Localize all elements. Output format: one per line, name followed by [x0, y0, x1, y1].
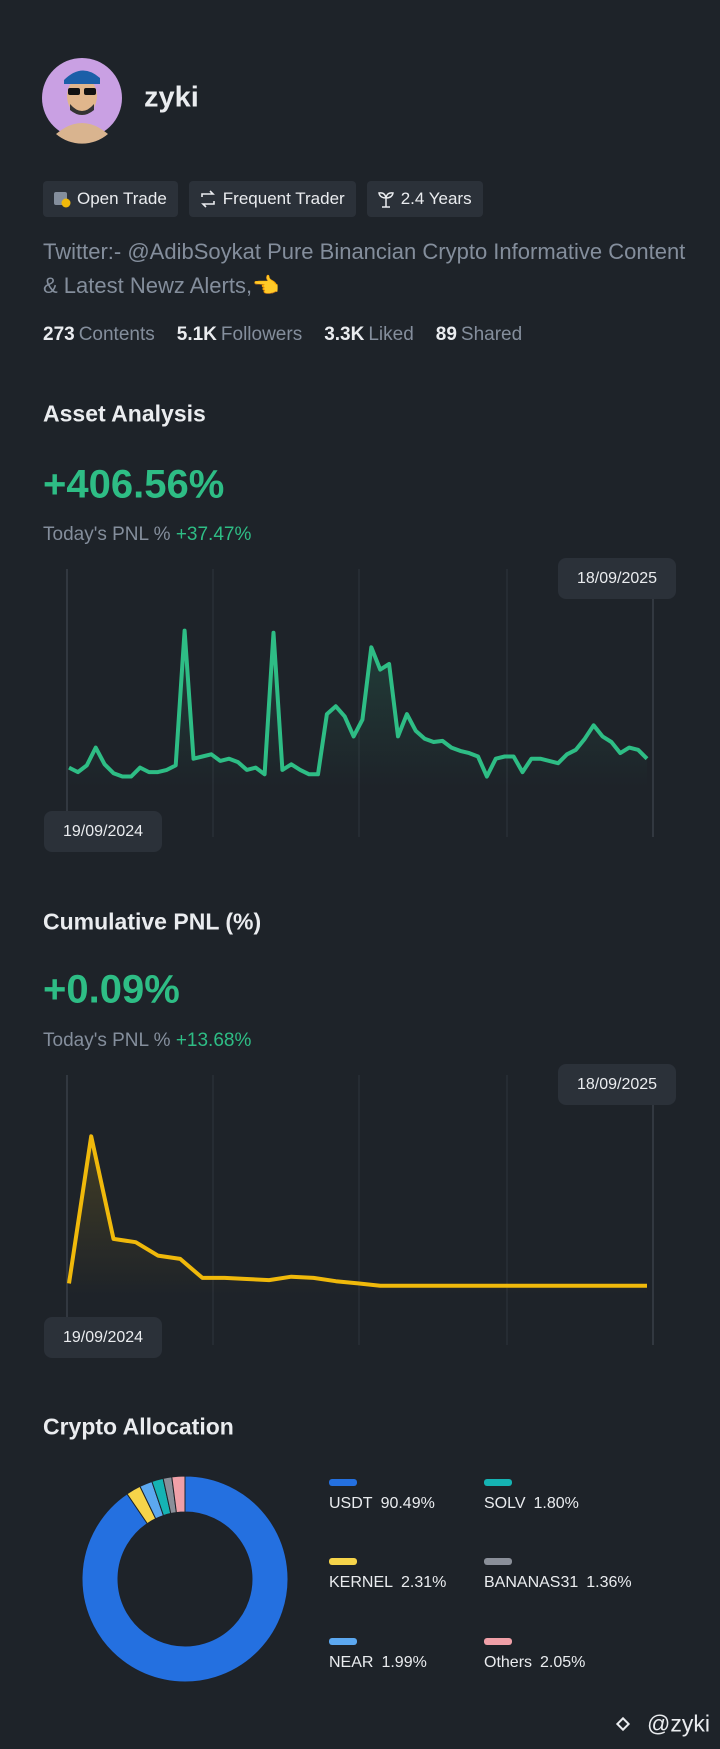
stat-label: Contents — [78, 324, 155, 345]
badge-text: Open Trade — [77, 189, 167, 208]
section-title: Crypto Allocation — [43, 1413, 234, 1440]
legend-name: USDT — [329, 1495, 373, 1512]
user-name: zyki — [144, 81, 199, 114]
today-label: Today's PNL % — [43, 1030, 171, 1051]
legend-entry: BANANAS31 1.36% — [484, 1574, 632, 1592]
line — [68, 628, 649, 779]
badge-text: 2.4 Years — [400, 189, 472, 208]
watermark-logo — [615, 1716, 631, 1732]
start-date: 19/09/2024 — [44, 1317, 162, 1358]
line — [67, 1134, 647, 1288]
legend-swatch — [484, 1638, 512, 1645]
stat-value: 273 — [43, 324, 75, 345]
stat-label: Followers — [220, 324, 303, 345]
legend-entry: SOLV 1.80% — [484, 1495, 579, 1513]
legend-entry: USDT 90.49% — [329, 1495, 435, 1513]
badge-icon — [200, 190, 215, 208]
legend-value: 2.05% — [540, 1654, 586, 1671]
line-area — [69, 1136, 647, 1295]
badge-text: Frequent Trader — [222, 189, 345, 208]
legend-entry: KERNEL 2.31% — [329, 1574, 446, 1592]
legend-swatch — [484, 1479, 512, 1486]
pnl-value: +0.09% — [43, 967, 180, 1012]
stat: 89 Shared — [436, 324, 522, 346]
stat: 5.1K Followers — [177, 324, 302, 346]
avatar — [42, 58, 122, 144]
legend-value: 2.31% — [401, 1574, 447, 1591]
stat-label: Shared — [460, 324, 523, 345]
today-pnl: Today's PNL % +37.47% — [43, 524, 251, 546]
chart-grid — [66, 1075, 654, 1345]
watermark: @zyki — [647, 1710, 710, 1737]
stat: 273 Contents — [43, 324, 155, 346]
legend-entry: NEAR 1.99% — [329, 1654, 427, 1672]
stat-value: 3.3K — [324, 324, 365, 345]
today-value: +37.47% — [175, 524, 252, 545]
end-date: 18/09/2025 — [558, 1064, 676, 1105]
legend-name: SOLV — [484, 1495, 526, 1512]
legend-swatch — [484, 1558, 512, 1565]
legend-name: NEAR — [329, 1654, 374, 1671]
legend-swatch — [329, 1638, 357, 1645]
end-date: 18/09/2025 — [558, 558, 676, 599]
legend-name: KERNEL — [329, 1574, 394, 1591]
today-value: +13.68% — [175, 1030, 252, 1051]
legend-swatch — [329, 1479, 357, 1486]
legend-value: 1.80% — [533, 1495, 579, 1512]
donut-segment — [171, 1475, 186, 1514]
line-area — [69, 630, 647, 787]
stat-value: 5.1K — [176, 324, 217, 345]
asset-value: +406.56% — [43, 462, 225, 507]
legend-name: BANANAS31 — [484, 1574, 579, 1591]
legend-value: 90.49% — [380, 1495, 435, 1512]
today-label: Today's PNL % — [43, 524, 171, 545]
chart-grid — [66, 569, 654, 837]
section-title: Asset Analysis — [43, 400, 206, 427]
stats-row: 273 Contents 5.1K Followers 3.3K Liked 89 Sh… — [43, 324, 522, 346]
badge-icon — [377, 192, 394, 208]
badge: Open Trade — [43, 181, 178, 217]
legend-swatch — [329, 1558, 357, 1565]
badge-row: Open Trade Frequent Trader 2.4 Years — [43, 181, 483, 217]
legend-entry: Others 2.05% — [484, 1654, 585, 1672]
stat: 3.3K Liked — [324, 324, 414, 346]
badge-icon — [54, 192, 71, 208]
start-date: 19/09/2024 — [44, 811, 162, 852]
stat-label: Liked — [368, 324, 414, 345]
bio: Twitter:- @AdibSoykat Pure Binancian Cry… — [43, 239, 686, 298]
badge: Frequent Trader — [188, 181, 356, 217]
badge: 2.4 Years — [366, 181, 483, 217]
stat-value: 89 — [435, 324, 457, 345]
legend-value: 1.36% — [586, 1574, 632, 1591]
legend-name: Others — [484, 1654, 533, 1671]
today-pnl: Today's PNL % +13.68% — [43, 1030, 251, 1052]
legend-value: 1.99% — [381, 1654, 427, 1671]
donut-segment — [81, 1475, 289, 1683]
section-title: Cumulative PNL (%) — [43, 908, 262, 935]
